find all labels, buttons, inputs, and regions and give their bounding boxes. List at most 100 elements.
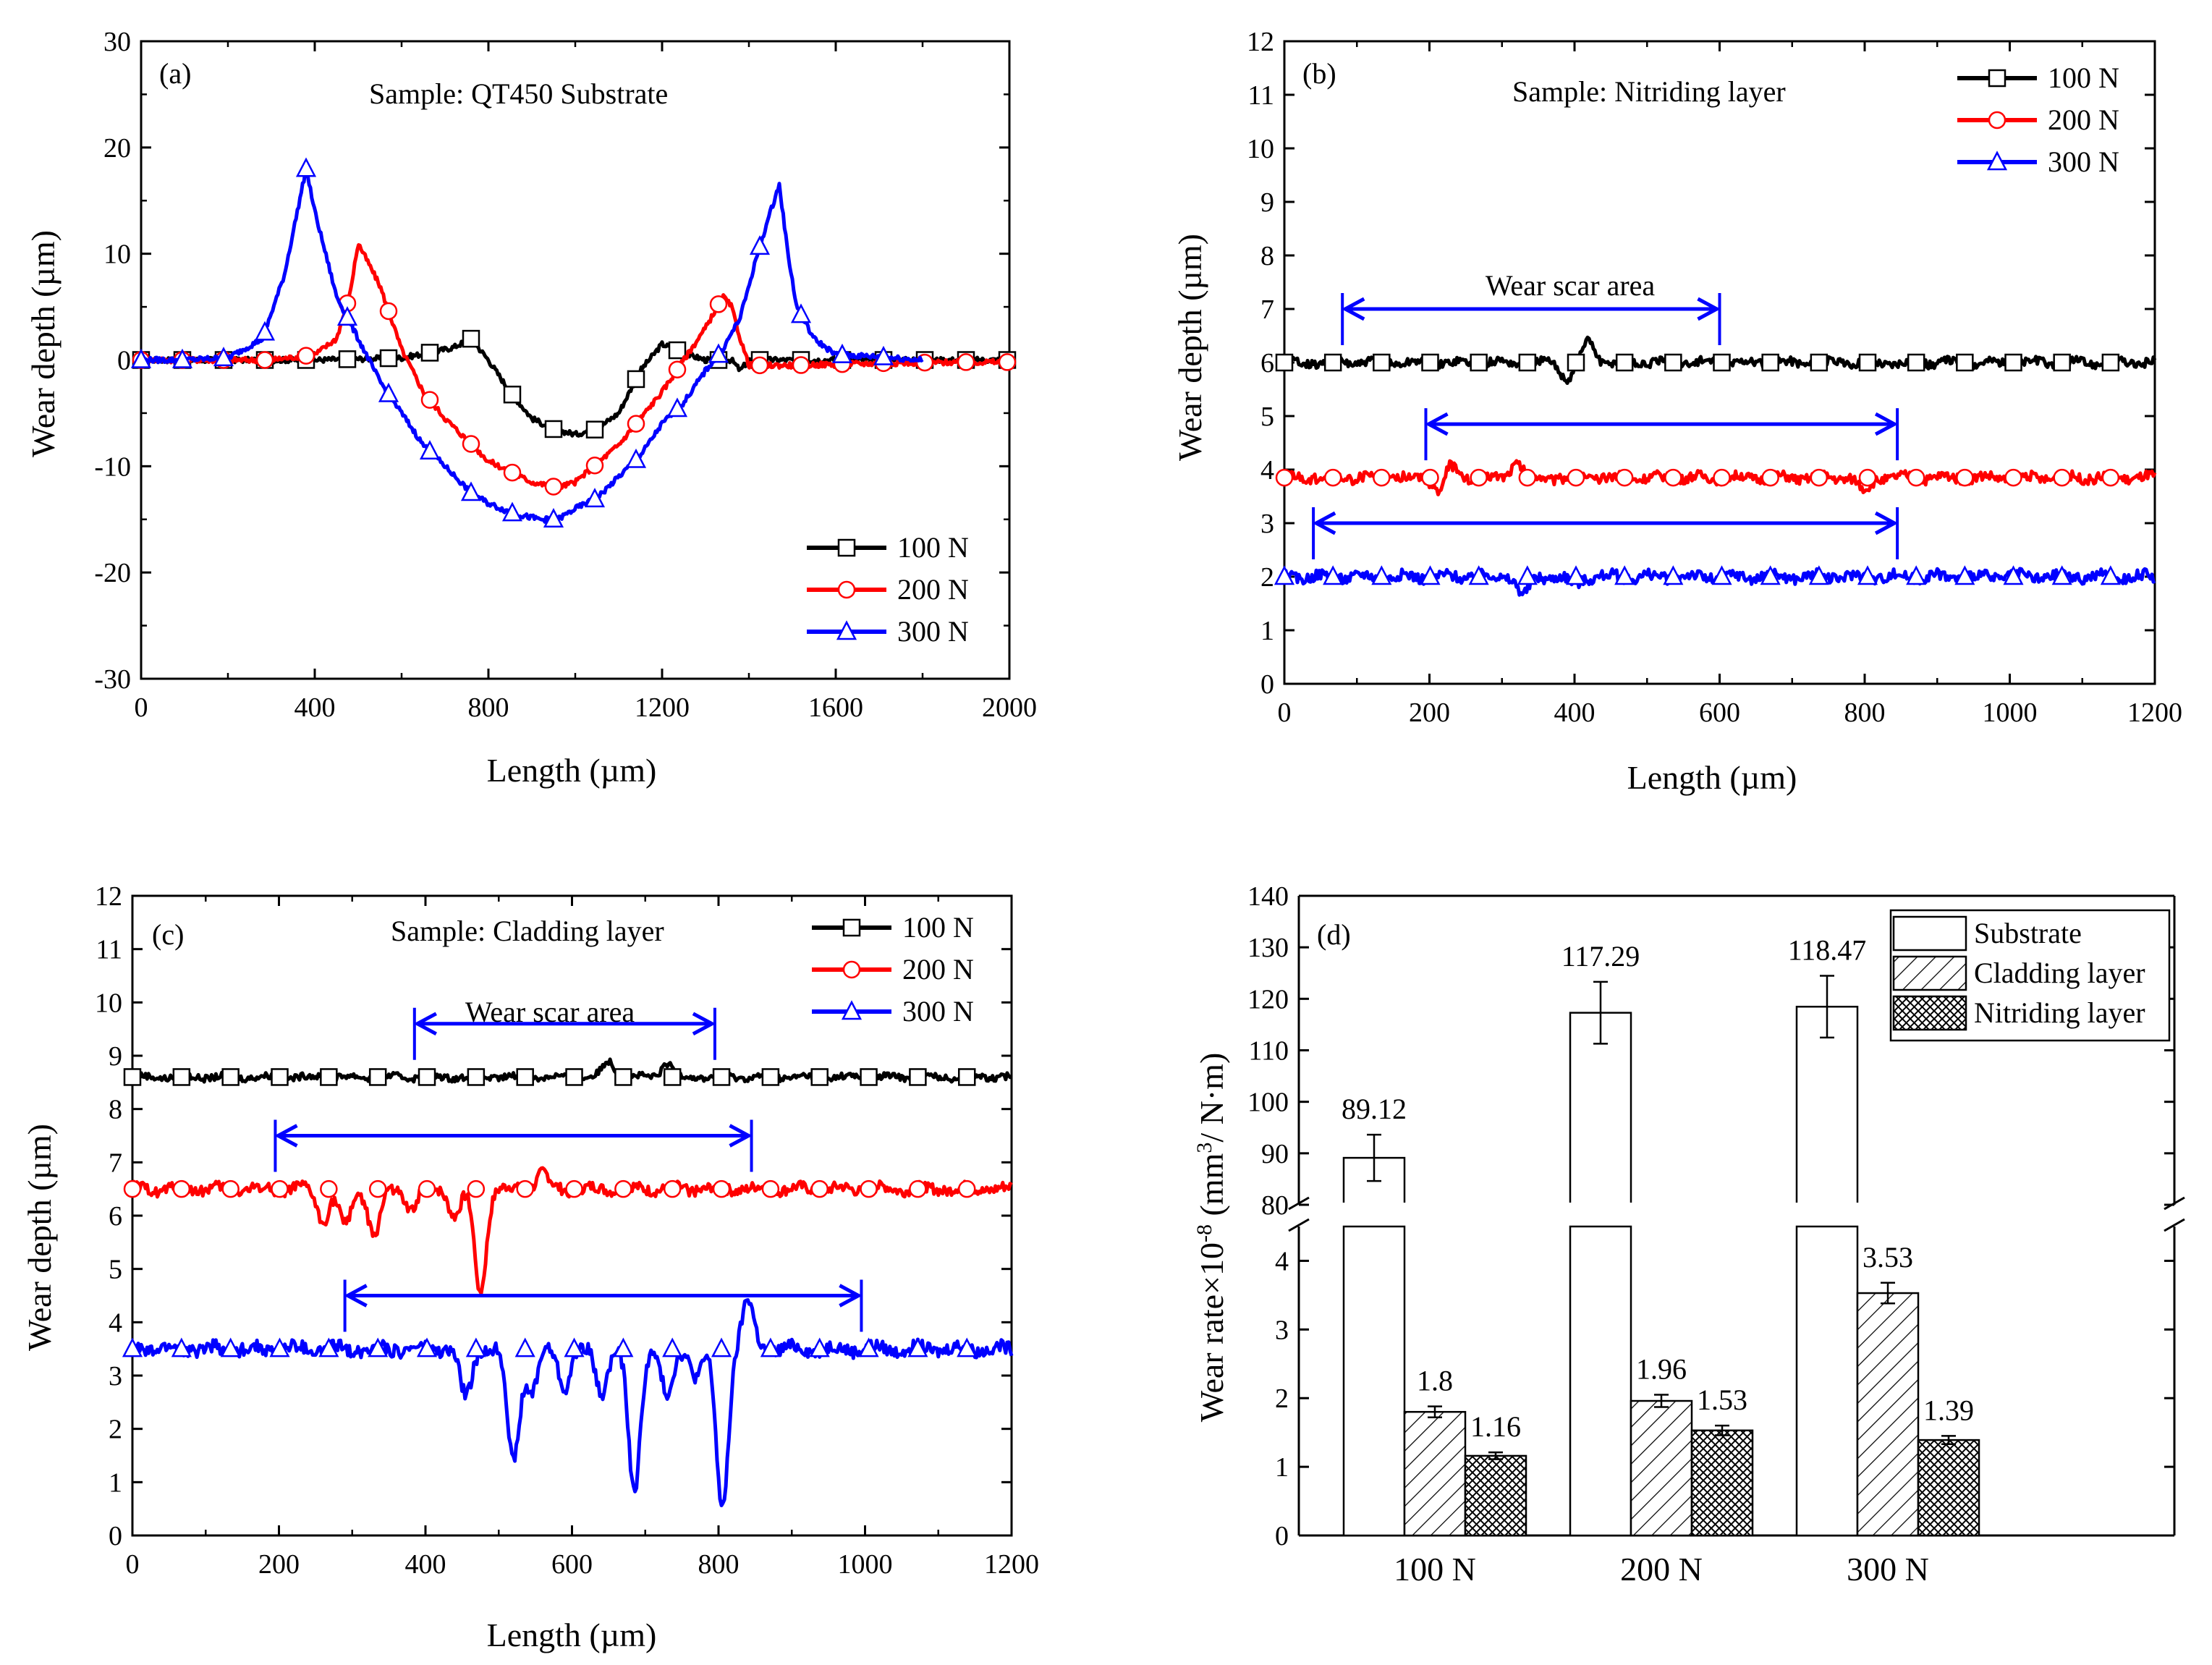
x-tick-label: 400 [294,692,336,723]
y-tick-label: 5 [109,1255,122,1285]
data-point [2100,565,2121,585]
data-point [860,1179,878,1198]
y-tick-label: 110 [1248,1036,1289,1067]
category-label: 100 N [1394,1551,1476,1588]
panel-2-plot-frame [131,894,1013,1537]
data-point [420,344,439,362]
data-point [1761,468,1779,487]
y-tick-label: 130 [1247,933,1289,963]
scar-arrow-head-left [1312,511,1336,535]
x-tick-label: 0 [135,692,148,723]
data-point [123,1179,142,1198]
data-point [907,1337,928,1357]
y-tick-label: 0 [117,346,131,376]
data-point [269,1337,290,1357]
data-point [318,1337,339,1357]
legend-label: Substrate [1974,917,2082,949]
data-point [255,351,274,369]
data-point [712,1179,731,1198]
data-point [460,481,482,501]
y-tick-label: 1 [1275,1452,1289,1483]
data-point [1808,565,1829,585]
legend-marker [1986,151,2008,171]
data-point [1275,353,1294,372]
data-point [831,343,853,363]
y-tick-label: -30 [94,664,131,695]
bar-cladding-layer [1856,1292,1920,1537]
panel-c-title: Sample: Cladding layer [391,915,664,947]
data-point [1956,353,1974,372]
panel-d-wear-rate-bars: Wear rate×10-8 (mm3/ N·m) (d) 8090100110… [1192,881,2185,1588]
data-point [378,382,399,402]
y-tick-label: 3 [1275,1315,1289,1345]
data-point [1373,468,1391,487]
data-point [749,235,771,255]
value-label: 3.53 [1863,1241,1913,1274]
x-tick-label: 600 [1699,698,1740,728]
bar-nitriding-layer [1917,1439,1980,1537]
y-tick-label: 10 [95,988,122,1018]
data-point [1614,565,1635,585]
y-tick-label: 3 [1260,509,1274,539]
value-label: 89.12 [1342,1093,1407,1125]
bar-substrate [1569,1012,1632,1206]
data-point [564,1337,585,1357]
data-point [810,1068,829,1086]
y-tick-label: -20 [94,558,131,588]
data-point [368,1337,389,1357]
data-point [666,397,688,418]
legend-marker [837,538,856,557]
data-point [810,1179,829,1198]
y-tick-label: 6 [109,1201,122,1232]
data-point [711,1337,732,1357]
data-point [295,157,317,177]
data-point [172,1179,191,1198]
legend-marker [837,580,856,599]
data-point [957,1337,978,1357]
x-tick-label: 400 [1554,698,1596,728]
data-point [338,350,357,368]
panel-b-title: Sample: Nitriding layer [1512,75,1786,108]
panel-c-ylabel: Wear depth (µm) [21,1124,58,1351]
y-tick-label: 4 [1275,1246,1289,1276]
y-tick-label: 20 [103,133,131,164]
data-point [873,345,894,365]
data-point [1565,565,1587,585]
data-point [1615,468,1634,487]
y-tick-label: 12 [95,881,122,912]
legend-marker [841,1000,863,1020]
y-tick-label: 0 [109,1521,122,1551]
y-tick-label: 2 [1275,1384,1289,1414]
x-tick-label: 2000 [982,692,1037,723]
panel-d-ylabel-cube: 3 [1192,1143,1216,1153]
data-point [171,1337,192,1357]
y-tick-label: 1 [1260,616,1274,646]
data-point [1518,353,1537,372]
x-tick-label: 800 [1844,698,1886,728]
data-point [2101,353,2120,372]
data-point [462,435,480,453]
data-point [790,303,812,323]
bar-substrate-lower [1342,1225,1406,1537]
scar-arrow-head-right [1874,412,1899,436]
y-tick-label: 10 [103,240,131,270]
panel-c-xlabel: Length (µm) [487,1617,657,1653]
series-line-300n [139,169,924,524]
y-tick-label: 9 [109,1041,122,1072]
data-point [271,1179,289,1198]
data-point [503,463,522,482]
panel-c-label: (c) [152,918,184,951]
value-label: 118.47 [1788,934,1867,967]
y-tick-label: 9 [1260,187,1274,218]
data-point [1664,468,1682,487]
data-point [614,1179,632,1198]
data-point [516,1068,534,1086]
data-point [123,1068,142,1086]
data-point [418,1179,436,1198]
data-point [336,306,358,326]
data-point [462,329,480,348]
data-point [2101,468,2120,487]
x-tick-label: 800 [698,1549,740,1580]
data-point [379,349,398,368]
x-tick-label: 200 [1409,698,1450,728]
